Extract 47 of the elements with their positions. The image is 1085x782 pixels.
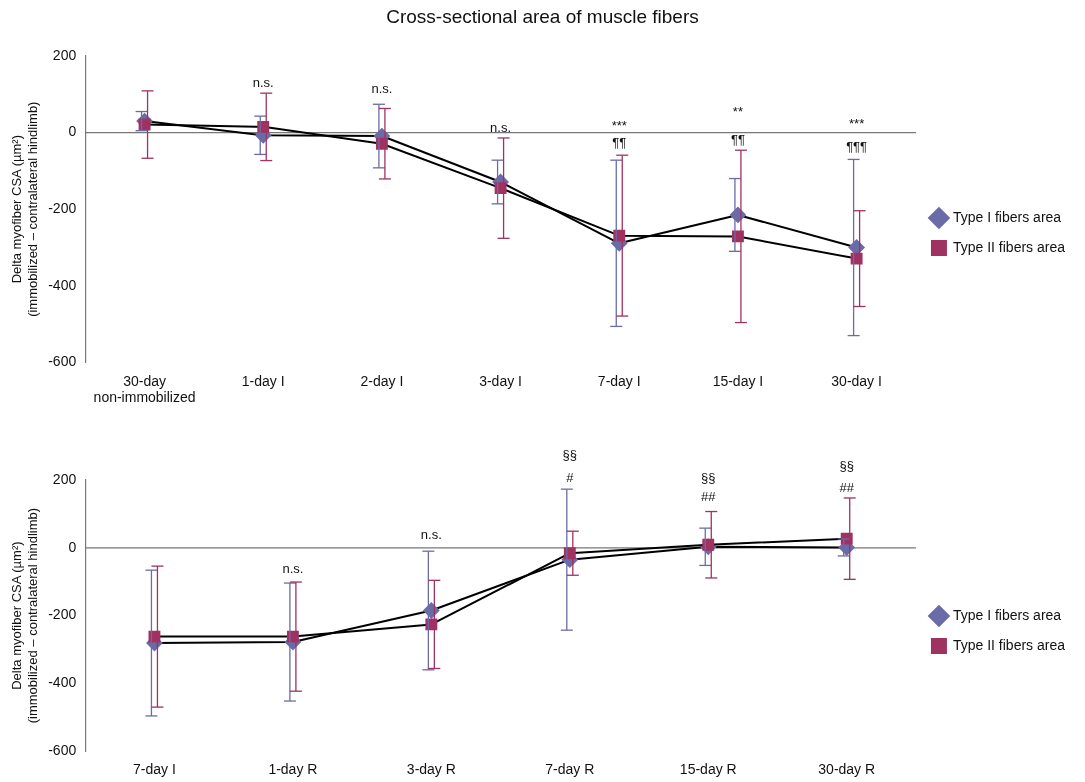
y-tick-label: -400 — [48, 276, 77, 293]
y-tick-label: -600 — [48, 742, 77, 759]
legend-label: Type I fibers area — [952, 606, 1062, 623]
annotation: n.s. — [252, 75, 274, 91]
x-tick-label: 1-day R — [268, 761, 318, 778]
x-tick-label: 7-day I — [597, 372, 641, 389]
annotation: ¶¶ — [612, 135, 627, 151]
annotation: n.s. — [420, 526, 442, 542]
legend-label: Type II fibers area — [952, 238, 1066, 255]
annotation: # — [566, 469, 575, 485]
y-tick-label: 0 — [68, 538, 77, 555]
y-tick-label: 0 — [68, 123, 77, 140]
x-tick-label: 3-day I — [479, 372, 522, 389]
legend-label: Type II fibers area — [952, 636, 1066, 653]
annotation: n.s. — [371, 80, 393, 96]
y-tick-label: -200 — [48, 200, 77, 217]
x-tick-label: 1-day I — [241, 372, 285, 389]
text: §§ — [562, 447, 578, 463]
annotation: ## — [839, 480, 855, 496]
annotation: ## — [701, 488, 717, 504]
x-tick-label: 30-day R — [818, 761, 876, 778]
legend-label: Type I fibers area — [952, 208, 1062, 225]
annotation: n.s. — [490, 120, 512, 136]
y-tick-label: 200 — [52, 46, 77, 63]
y-tick-label: -400 — [48, 674, 77, 691]
x-tick-label: 15-day I — [712, 372, 764, 389]
x-tick-label: 7-day I — [133, 761, 176, 778]
y-tick-label: 200 — [52, 470, 77, 487]
annotation: §§ — [701, 469, 716, 485]
annotation: ¶¶¶ — [846, 139, 868, 155]
x-tick-label: 30-day non-immobilized — [93, 372, 196, 406]
x-tick-label: 15-day R — [679, 761, 737, 778]
annotation: *** — [611, 118, 627, 134]
x-tick-label: 3-day R — [406, 761, 456, 778]
x-tick-label: 2-day I — [360, 372, 404, 389]
annotation: ¶¶ — [730, 131, 745, 147]
y-axis-title: Delta myofiber CSA (µm²) (immobilized – contralateral hindlimb) — [9, 507, 40, 724]
y-axis-title: Delta myofiber CSA (µm²) (immobilized – contralateral hindlimb) — [9, 101, 40, 317]
annotation: ** — [732, 104, 743, 120]
y-tick-label: -200 — [48, 606, 77, 623]
annotation: *** — [849, 116, 865, 132]
y-tick-label: -600 — [48, 353, 77, 370]
x-tick-label: 30-day I — [831, 372, 882, 389]
text: §§ — [839, 458, 854, 474]
x-tick-label: 7-day R — [545, 761, 595, 778]
annotation: n.s. — [282, 560, 304, 576]
chart-title: Cross-sectional area of muscle fibers — [385, 6, 700, 28]
